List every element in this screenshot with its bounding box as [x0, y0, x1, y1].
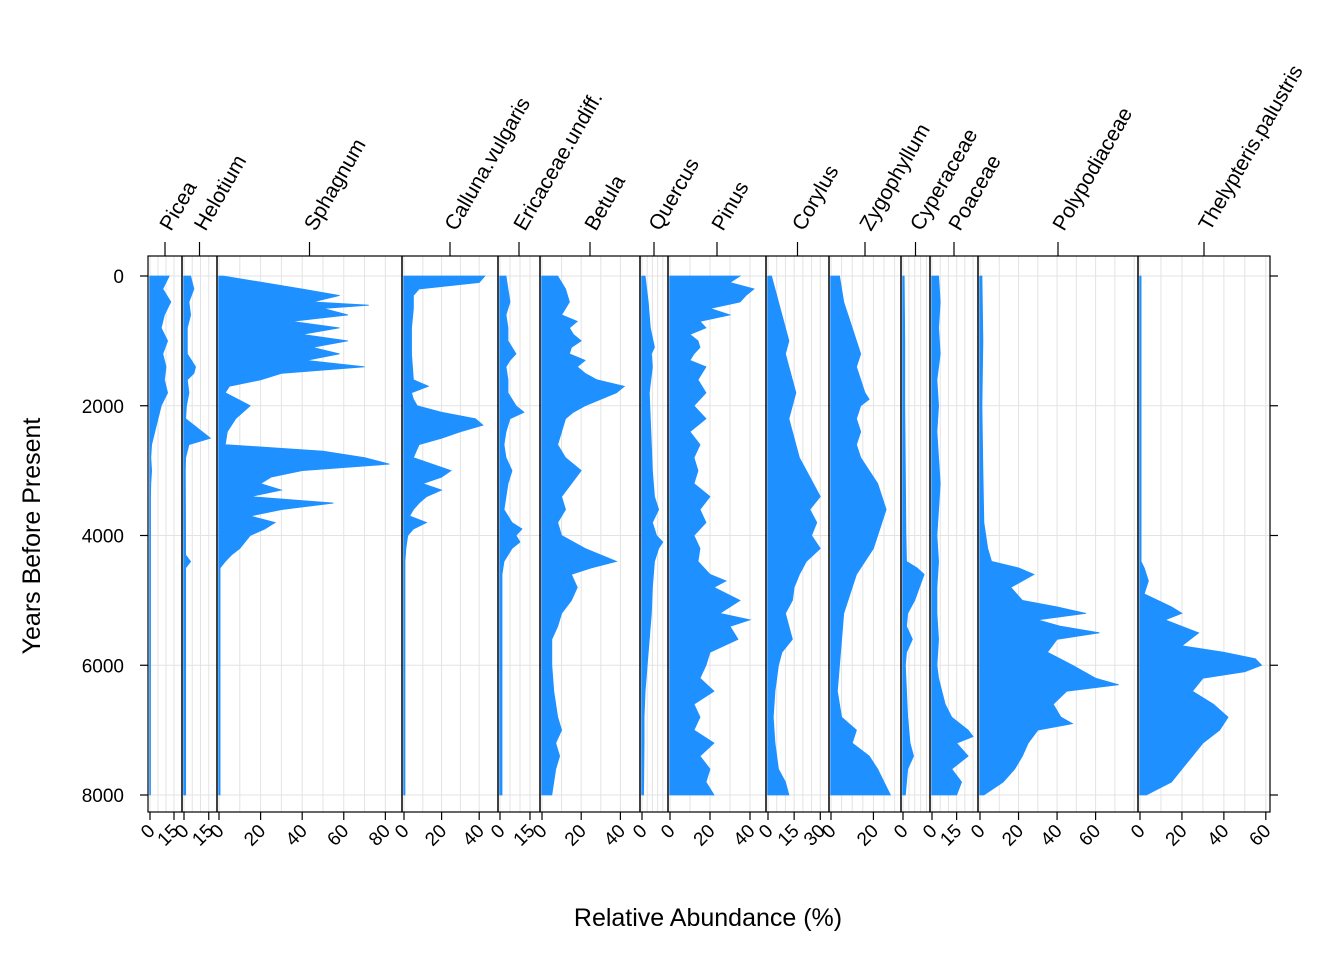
profile-poaceae: [931, 275, 974, 796]
taxon-label-thelypteris-palustris: Thelypteris.palustris: [1194, 61, 1307, 234]
x-tick-label-thelypteris-palustris: 60: [1246, 821, 1276, 851]
taxon-label-polypodiaceae: Polypodiaceae: [1048, 104, 1137, 235]
x-tick-label-betula: 40: [600, 821, 630, 851]
x-tick-label-sphagnum: 60: [324, 821, 354, 851]
x-tick-label-pinus: 0: [657, 821, 679, 843]
panel-thelypteris-palustris: 0 20 40 60 Thelypteris.palustris: [1127, 61, 1307, 850]
plot-frame: 0 2000 4000 6000 8000: [82, 255, 1278, 813]
x-tick-label-ericaceae-undiff: 0: [487, 821, 509, 843]
x-tick-label-calluna-vulgaris: 20: [421, 821, 451, 851]
x-tick-label-poaceae: 0: [919, 821, 941, 843]
taxon-label-quercus: Quercus: [644, 154, 704, 234]
x-tick-label-polypodiaceae: 20: [998, 821, 1028, 851]
profile-thelypteris-palustris: [1139, 275, 1263, 796]
x-tick-label-sphagnum: 20: [240, 821, 270, 851]
x-tick-label-calluna-vulgaris: 0: [391, 821, 413, 843]
profile-pinus: [669, 275, 755, 796]
y-axis-title: Years Before Present: [18, 418, 46, 655]
y-tick-label: 8000: [82, 786, 124, 807]
y-tick-label: 2000: [82, 397, 124, 418]
x-tick-label-polypodiaceae: 0: [967, 821, 989, 843]
y-tick-label: 4000: [82, 527, 124, 548]
plot-border: [147, 255, 1271, 813]
x-tick-label-polypodiaceae: 40: [1037, 821, 1067, 851]
x-tick-label-pinus: 40: [730, 821, 760, 851]
x-tick-label-betula: 20: [561, 821, 591, 851]
taxon-label-pinus: Pinus: [707, 178, 753, 235]
x-tick-label-thelypteris-palustris: 0: [1127, 821, 1149, 843]
profile-helotium: [183, 275, 212, 796]
x-tick-label-zygophyllum: 20: [853, 821, 883, 851]
taxon-label-sphagnum: Sphagnum: [300, 135, 371, 234]
profile-corylus: [767, 275, 821, 796]
x-tick-label-poaceae: 15: [936, 821, 966, 851]
profile-polypodiaceae: [979, 275, 1119, 796]
taxon-label-corylus: Corylus: [788, 161, 844, 234]
x-tick-label-quercus: 0: [629, 821, 651, 843]
x-tick-label-corylus: 0: [755, 821, 777, 843]
x-tick-label-sphagnum: 80: [365, 821, 395, 851]
profile-cyperaceae: [902, 275, 925, 796]
x-tick-label-calluna-vulgaris: 40: [459, 821, 489, 851]
profile-sphagnum: [218, 275, 390, 796]
x-tick-label-sphagnum: 40: [282, 821, 312, 851]
x-tick-label-polypodiaceae: 60: [1075, 821, 1105, 851]
y-tick-label: 6000: [82, 656, 124, 677]
x-axis-title: Relative Abundance (%): [574, 904, 842, 932]
x-tick-label-thelypteris-palustris: 40: [1204, 821, 1234, 851]
profile-ericaceae-undiff: [499, 275, 525, 796]
profile-quercus: [641, 275, 664, 796]
panel-polypodiaceae: 0 20 40 60 Polypodiaceae: [967, 104, 1138, 851]
x-tick-label-pinus: 20: [690, 821, 720, 851]
x-tick-label-thelypteris-palustris: 20: [1162, 821, 1192, 851]
profile-zygophyllum: [830, 275, 892, 796]
profile-betula: [541, 275, 626, 796]
taxon-label-betula: Betula: [580, 171, 630, 234]
panel-pinus: 0 20 40 Pinus: [657, 178, 766, 851]
y-tick-label: 0: [113, 267, 124, 288]
profile-calluna-vulgaris: [403, 275, 486, 796]
x-tick-label-cyperaceae: 0: [890, 821, 912, 843]
